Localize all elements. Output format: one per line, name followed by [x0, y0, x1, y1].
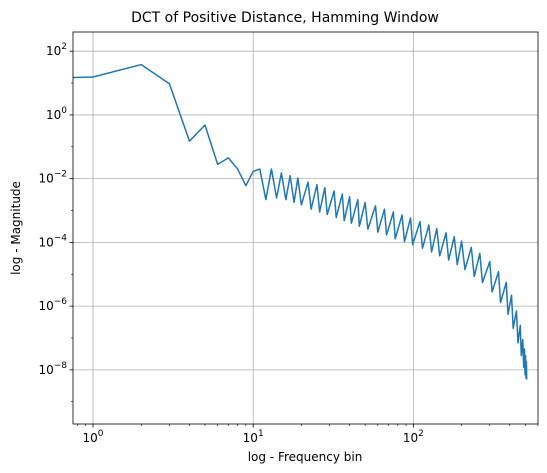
plot-background — [73, 32, 538, 424]
grid-lines — [73, 32, 538, 424]
y-tick-label: 10−6 — [38, 297, 67, 313]
y-tick-label: 100 — [46, 106, 67, 122]
x-tick-label: 100 — [83, 429, 104, 445]
plot-area: 100 101 102 10−8 10−6 10−4 10−2 100 102 — [38, 31, 539, 445]
series-line — [73, 63, 528, 380]
y-tick-label: 10−2 — [38, 170, 67, 186]
x-axis-label: log - Frequency bin — [248, 450, 363, 464]
y-tick-label: 10−8 — [38, 361, 67, 377]
chart-title: DCT of Positive Distance, Hamming Window — [131, 10, 439, 26]
y-axis-label: log - Magnitude — [9, 181, 23, 275]
axis-ticks: 100 101 102 10−8 10−6 10−4 10−2 100 102 — [38, 42, 539, 445]
x-tick-label: 102 — [403, 429, 424, 445]
y-tick-label: 102 — [46, 42, 67, 58]
x-tick-label: 101 — [243, 429, 264, 445]
y-tick-label: 10−4 — [38, 233, 67, 249]
plot-frame — [72, 31, 539, 425]
data-series — [73, 63, 528, 380]
